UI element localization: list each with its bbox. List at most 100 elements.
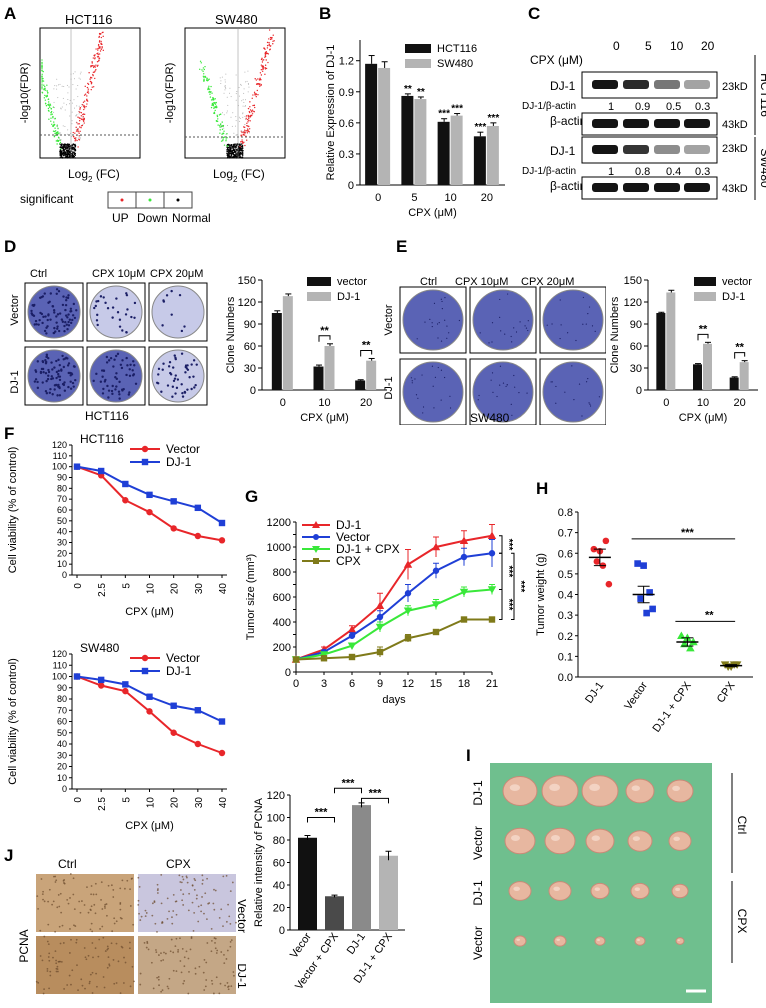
legend-marker xyxy=(141,458,149,466)
ihc-nucleus xyxy=(42,898,44,901)
ihc-nucleus xyxy=(186,881,189,884)
volcano-point-up xyxy=(78,132,80,134)
colony xyxy=(559,337,561,340)
ihc-nucleus xyxy=(137,903,140,906)
colony xyxy=(111,306,115,309)
colony xyxy=(411,382,413,384)
colony xyxy=(133,364,136,367)
volcano-point-up xyxy=(270,37,272,39)
data-point xyxy=(403,607,413,615)
ihc-nucleus xyxy=(144,915,147,917)
ihc-nucleus xyxy=(198,965,201,968)
volcano-point-up xyxy=(246,118,249,121)
data-point xyxy=(376,613,384,621)
colony xyxy=(411,380,413,382)
legend-swatch xyxy=(694,292,716,301)
ihc-nucleus xyxy=(83,904,86,906)
colony xyxy=(183,391,187,394)
colony xyxy=(96,323,99,327)
data-point xyxy=(459,588,469,597)
volcano-point-gray xyxy=(235,134,237,136)
ihc-nucleus xyxy=(160,874,163,876)
ihc-nucleus xyxy=(41,893,44,896)
blot-band xyxy=(684,80,710,89)
volcano-point-gray xyxy=(220,124,222,126)
tumor xyxy=(668,831,692,851)
ihc-nucleus xyxy=(158,984,160,987)
volcano-point-up xyxy=(245,130,247,132)
colony xyxy=(157,373,160,376)
volcano-point-down xyxy=(41,61,43,64)
colony xyxy=(57,358,60,362)
xlabel-sub-2: 2 xyxy=(233,175,238,184)
ihc-nucleus xyxy=(183,980,186,982)
volcano-point-normal xyxy=(59,149,62,151)
ihc-nucleus xyxy=(133,980,135,983)
volcano-point-gray xyxy=(76,114,78,116)
volcano-point-gray xyxy=(235,120,237,122)
sig-bracket xyxy=(318,335,331,342)
ihc-nucleus xyxy=(55,959,57,962)
colony xyxy=(55,376,58,380)
sig-bracket xyxy=(360,349,373,357)
colony xyxy=(41,321,44,325)
volcano-point-up xyxy=(260,64,263,66)
data-point xyxy=(170,729,177,736)
colony xyxy=(66,364,70,367)
volcano-point-gray xyxy=(64,125,66,127)
ihc-nucleus xyxy=(214,947,217,950)
ihc-nucleus xyxy=(215,976,218,979)
volcano-point-gray xyxy=(220,137,222,139)
data-point xyxy=(218,718,226,725)
ihc-nucleus xyxy=(151,914,154,917)
y-tick-label: 0 xyxy=(348,180,354,192)
volcano-point-normal xyxy=(72,148,74,151)
colony xyxy=(121,359,124,362)
volcano-point-up xyxy=(260,79,262,81)
legend-label: SW480 xyxy=(437,58,473,70)
colony xyxy=(101,375,104,378)
volcano-point-down xyxy=(215,105,217,107)
colony xyxy=(504,333,506,335)
ihc-nucleus xyxy=(80,900,83,902)
volcano-point-down xyxy=(52,115,54,118)
j-stain-label: PCNA xyxy=(17,929,31,962)
x-tick-label: 20 xyxy=(170,797,181,809)
volcano-point-normal xyxy=(59,146,61,148)
volcano-point-up xyxy=(97,52,99,54)
volcano-point-up xyxy=(99,50,102,52)
ihc-nucleus xyxy=(205,961,208,964)
volcano-point-gray xyxy=(56,78,58,80)
volcano-point-up xyxy=(248,110,251,113)
x-tick-label: 0 xyxy=(293,678,299,690)
bar-sw480 xyxy=(414,99,427,185)
ihc-nucleus xyxy=(36,895,39,898)
colony xyxy=(51,377,55,380)
colony xyxy=(510,403,512,405)
x-axis-label: CPX (μM) xyxy=(408,207,457,219)
volcano-point-normal xyxy=(233,153,235,156)
plate xyxy=(151,349,205,403)
colony xyxy=(30,309,33,313)
colony xyxy=(125,373,128,377)
x-tick-label: 0 xyxy=(375,192,381,204)
colony xyxy=(421,374,423,376)
colony xyxy=(118,380,121,384)
ihc-nucleus xyxy=(191,884,194,887)
colony xyxy=(551,323,553,325)
colony xyxy=(188,376,191,379)
volcano-point-up xyxy=(80,115,83,117)
volcano-point-normal xyxy=(231,156,234,159)
volcano-point-gray xyxy=(78,113,80,115)
colony xyxy=(437,337,439,339)
ihc-nucleus xyxy=(178,874,181,877)
volcano-point-up xyxy=(247,119,250,121)
volcano-point-normal xyxy=(60,150,63,152)
volcano-point-gray xyxy=(224,86,226,88)
volcano-point-up xyxy=(260,69,263,71)
colony xyxy=(53,366,56,369)
ihc-nucleus xyxy=(71,969,74,972)
ihc-nucleus xyxy=(75,938,78,941)
legend-significant: significant xyxy=(20,192,74,206)
volcano-point-normal xyxy=(228,154,230,156)
